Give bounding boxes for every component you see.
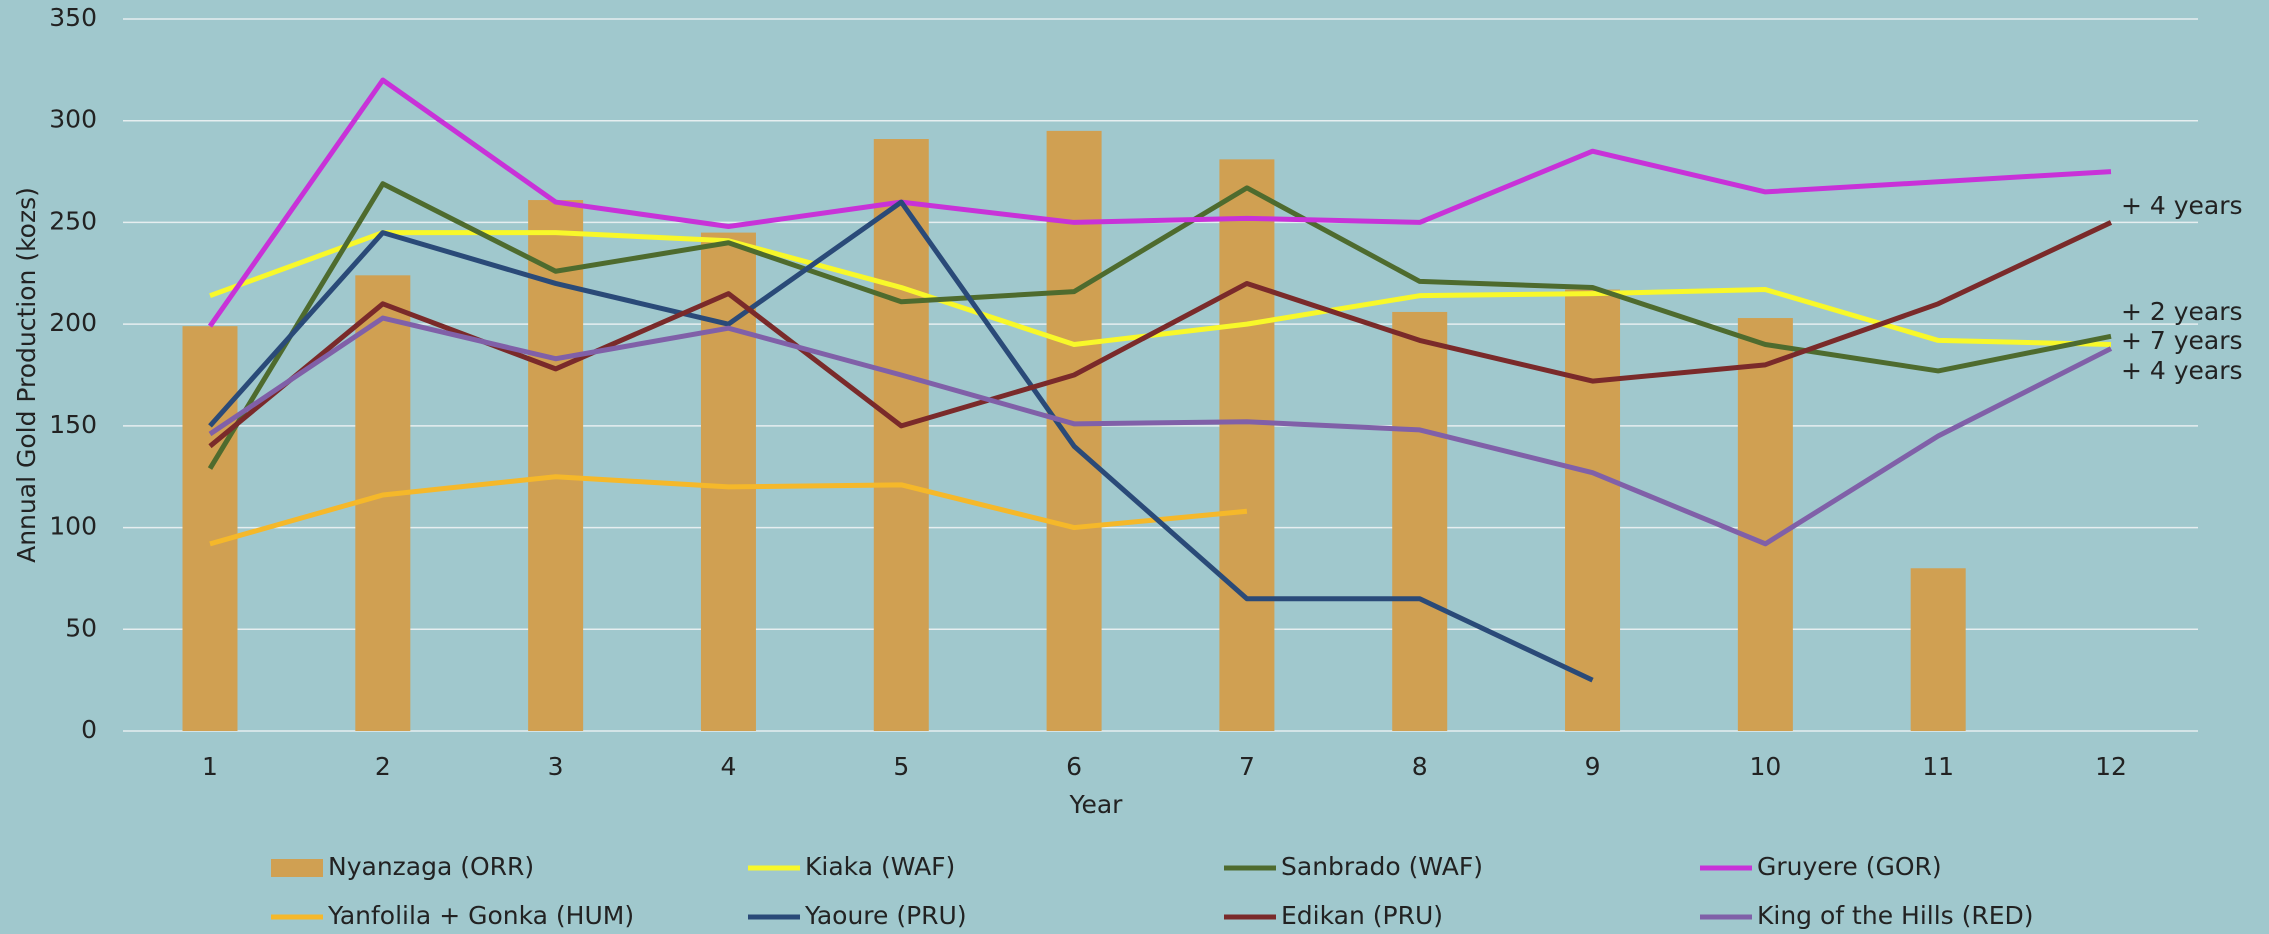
legend-swatch — [271, 859, 323, 877]
y-tick-label: 0 — [81, 715, 97, 744]
x-tick-label: 8 — [1412, 752, 1428, 781]
bar — [873, 139, 929, 732]
legend-label: Yanfolila + Gonka (HUM) — [327, 901, 634, 930]
annotation: + 4 years — [2121, 356, 2243, 385]
bar — [1737, 318, 1793, 731]
bar — [1046, 130, 1102, 731]
y-tick-label: 100 — [49, 512, 97, 541]
legend-label: Gruyere (GOR) — [1757, 852, 1942, 881]
bar — [182, 326, 238, 731]
y-tick-label: 300 — [49, 105, 97, 134]
legend-label: Edikan (PRU) — [1281, 901, 1443, 930]
x-tick-label: 1 — [202, 752, 218, 781]
x-tick-label: 12 — [2095, 752, 2127, 781]
x-tick-label: 5 — [893, 752, 909, 781]
bar — [1565, 289, 1621, 731]
x-tick-label: 9 — [1585, 752, 1601, 781]
y-tick-label: 250 — [49, 206, 97, 235]
legend-label: Kiaka (WAF) — [805, 852, 955, 881]
x-tick-label: 6 — [1066, 752, 1082, 781]
x-axis-title: Year — [1069, 790, 1124, 819]
legend-label: Sanbrado (WAF) — [1281, 852, 1483, 881]
annotation: + 2 years — [2121, 297, 2243, 326]
bar — [1910, 568, 1966, 731]
line — [209, 474, 1248, 547]
line — [208, 220, 2113, 449]
x-tick-label: 7 — [1239, 752, 1255, 781]
y-tick-label: 50 — [65, 613, 97, 642]
x-tick-label: 4 — [721, 752, 737, 781]
x-tick-label: 10 — [1749, 752, 1781, 781]
bar — [1219, 159, 1275, 731]
line — [208, 199, 1594, 683]
bar — [355, 275, 411, 731]
x-tick-label: 3 — [548, 752, 564, 781]
line — [207, 181, 2112, 470]
y-tick-label: 200 — [49, 308, 97, 337]
y-tick-label: 150 — [49, 410, 97, 439]
bar — [1392, 311, 1448, 731]
x-tick-label: 2 — [375, 752, 391, 781]
line — [208, 315, 2113, 547]
legend-label: Yaoure (PRU) — [804, 901, 967, 930]
legend-label: Nyanzaga (ORR) — [328, 852, 534, 881]
line — [207, 77, 2112, 328]
x-tick-label: 11 — [1922, 752, 1954, 781]
y-axis-title: Annual Gold Production (kozs) — [12, 187, 41, 563]
bar — [700, 232, 756, 731]
annotation: + 4 years — [2121, 191, 2243, 220]
line — [209, 230, 2112, 347]
annotation: + 7 years — [2121, 326, 2243, 355]
legend-label: King of the Hills (RED) — [1757, 901, 2034, 930]
y-tick-label: 350 — [49, 3, 97, 32]
